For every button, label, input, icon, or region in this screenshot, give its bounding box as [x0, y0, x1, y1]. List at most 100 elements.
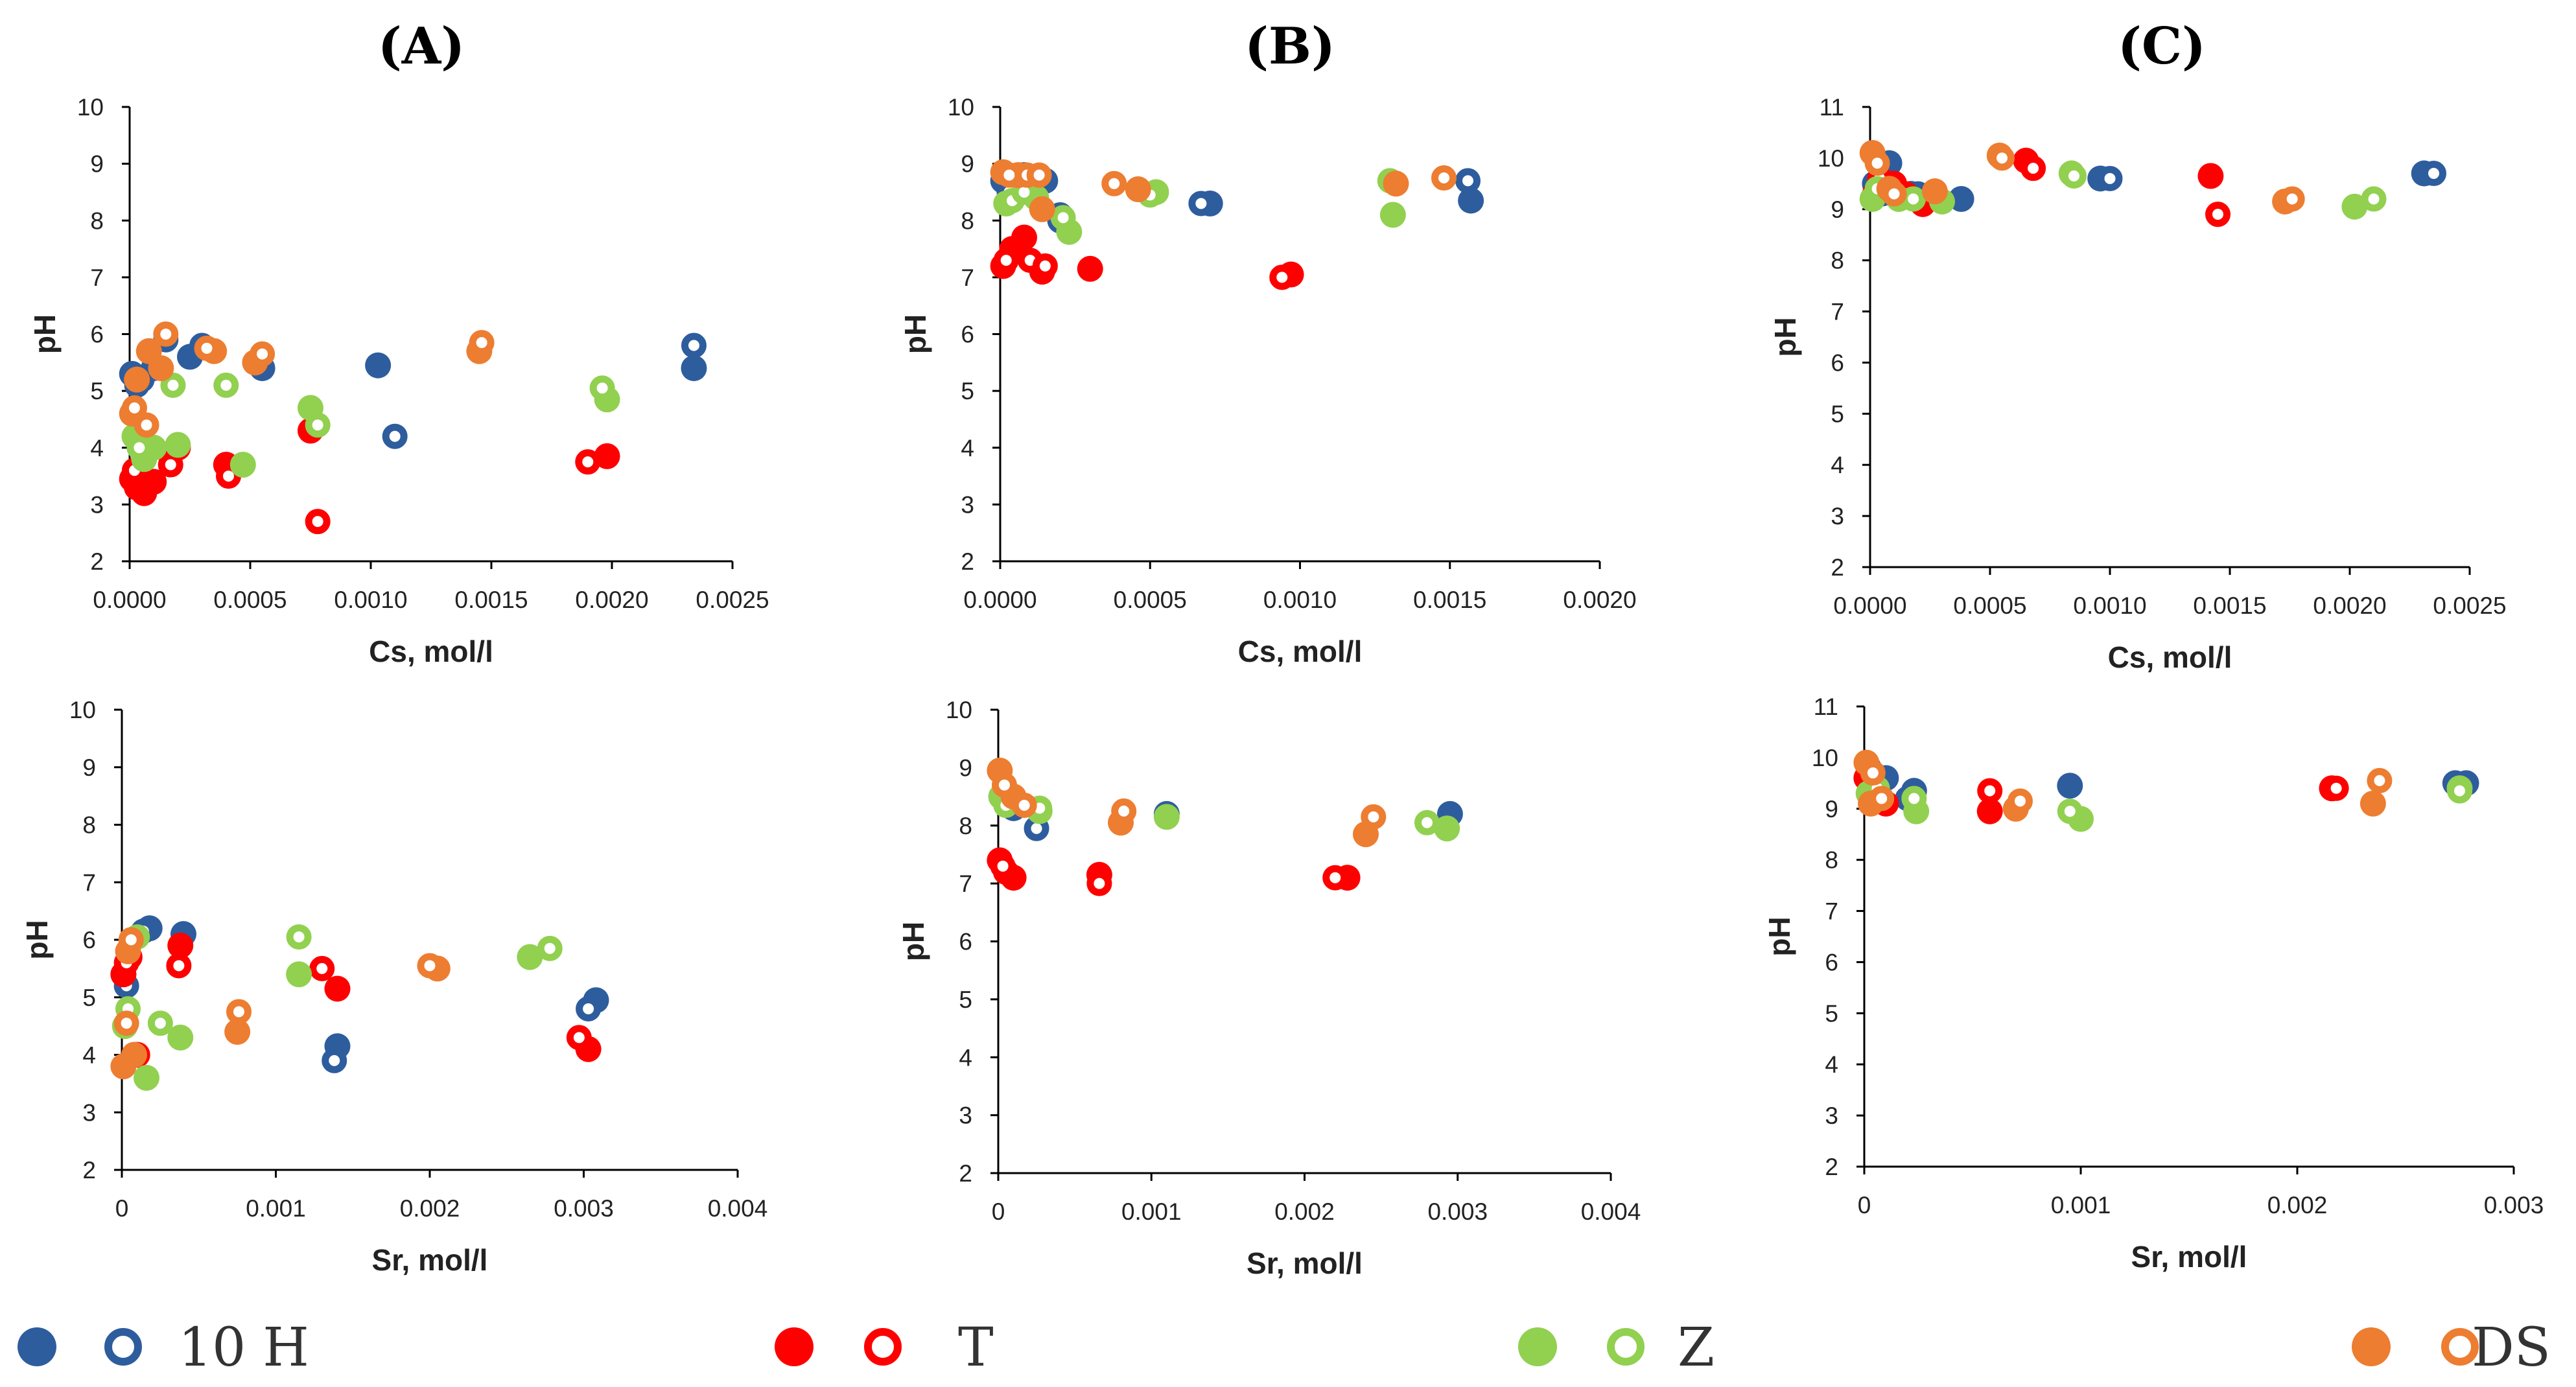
x-tick-label: 0.004: [1581, 1198, 1641, 1225]
y-tick-label: 7: [961, 264, 974, 291]
y-tick-label: 3: [90, 491, 104, 518]
y-tick-label: 4: [1825, 1051, 1838, 1078]
data-point-ds-open: [1881, 181, 1907, 207]
data-point-z-filled: [1153, 804, 1180, 830]
y-tick-label: 11: [1814, 694, 1838, 720]
y-tick-label: 6: [90, 321, 104, 348]
data-point-z-open: [2057, 798, 2083, 824]
data-point-10h-open: [1188, 191, 1214, 216]
legend: 10 H T Z DS: [18, 1317, 2551, 1379]
data-point-10h-filled: [2057, 773, 2083, 799]
x-tick-label: 0.0015: [454, 587, 528, 613]
y-tick-label: 2: [90, 548, 104, 575]
data-point-ds-filled: [1029, 196, 1055, 222]
x-tick-label: 0.003: [2484, 1192, 2544, 1218]
y-tick-label: 7: [90, 264, 104, 291]
y-tick-label: 10: [69, 697, 96, 723]
plot-A-sr: 2 3 4 5 6 7 8 9 10 0 0.001 0.002 0.003 0.004 Sr, mol/l…: [20, 697, 767, 1277]
data-point-t-open: [2020, 156, 2046, 181]
data-point-z-open: [589, 375, 615, 401]
y-axis-title: pH: [896, 922, 930, 961]
legend-label-10h: 10 H: [178, 1317, 309, 1379]
x-tick-label: 0.0025: [2433, 592, 2506, 619]
x-tick-label: 0.004: [708, 1195, 768, 1222]
y-tick-label: 5: [959, 986, 972, 1013]
data-point-ds-open: [1361, 804, 1387, 830]
plot-C-sr: 2 3 4 5 6 7 8 9 10 11 0 0.001 0.002 0.003 Sr, mol/l pH: [1762, 694, 2544, 1274]
data-point-z-filled: [517, 944, 543, 970]
x-axis-title: Cs, mol/l: [2108, 640, 2232, 674]
y-tick-label: 5: [961, 378, 974, 404]
data-point-z-open: [305, 412, 331, 438]
y-tick-label: 10: [1818, 145, 1844, 172]
plot-B-sr: 2 3 4 5 6 7 8 9 10 0 0.001 0.002 0.003 0.004 Sr, mol/l…: [896, 697, 1641, 1280]
y-tick-label: 4: [959, 1044, 972, 1071]
data-point-ds-open: [1989, 145, 2015, 171]
data-point-z-filled: [2341, 193, 2368, 220]
y-tick-label: 3: [961, 491, 974, 518]
data-point-t-open: [158, 452, 183, 478]
legend-label-z: Z: [1678, 1317, 1715, 1379]
data-point-ds-open: [1111, 798, 1137, 824]
data-point-ds-open: [2279, 186, 2305, 212]
data-point-t-open: [566, 1025, 592, 1051]
legend-marker-t-filled: [775, 1327, 814, 1366]
data-point-10h-open: [2097, 165, 2123, 191]
data-point-t-filled: [324, 975, 351, 1002]
data-point-ds-filled: [1921, 178, 1948, 205]
data-point-z-open: [213, 372, 239, 398]
data-point-10h-open: [576, 996, 602, 1021]
data-point-ds-filled: [148, 355, 174, 382]
data-point-ds-filled: [224, 1019, 251, 1045]
x-tick-label: 0.0010: [334, 587, 407, 613]
legend-marker-t-open: [864, 1328, 902, 1366]
y-tick-label: 8: [959, 813, 972, 839]
x-tick-label: 0: [992, 1198, 1005, 1225]
y-axis-title: pH: [20, 920, 54, 959]
panel-title-a: (A): [378, 17, 465, 76]
plot-C-cs: 2 3 4 5 6 7 8 9 10 11 0.0000 0.0005 0.0010 0.0015 0.00…: [1768, 94, 2507, 674]
y-tick-label: 7: [959, 870, 972, 897]
x-tick-label: 0.0005: [1953, 592, 2026, 619]
y-axis-title: pH: [898, 314, 932, 354]
y-tick-label: 9: [90, 151, 104, 178]
data-point-z-filled: [134, 1065, 159, 1091]
y-tick-label: 9: [82, 754, 96, 781]
data-point-ds-filled: [1383, 170, 1409, 197]
x-tick-label: 0: [1858, 1192, 1871, 1218]
x-tick-label: 0.0015: [1413, 587, 1486, 613]
x-axis-title: Sr, mol/l: [372, 1243, 488, 1277]
data-point-z-open: [126, 435, 152, 461]
data-point-z-open: [1414, 810, 1440, 835]
y-tick-label: 3: [959, 1102, 972, 1129]
y-tick-label: 6: [1825, 949, 1838, 975]
x-tick-label: 0.003: [1427, 1198, 1488, 1225]
x-tick-label: 0.0005: [213, 587, 287, 613]
y-tick-label: 4: [1831, 452, 1844, 478]
data-point-ds-open: [2007, 788, 2033, 814]
data-point-z-filled: [229, 452, 256, 478]
x-tick-label: 0.0025: [696, 587, 769, 613]
data-point-10h-open: [322, 1047, 347, 1073]
data-point-z-open: [1901, 786, 1927, 811]
y-tick-label: 3: [1825, 1102, 1838, 1129]
data-point-z-open: [2361, 186, 2387, 212]
data-point-t-filled: [1976, 798, 2003, 824]
data-point-t-open: [309, 955, 335, 981]
data-point-t-open: [1322, 865, 1348, 891]
data-point-t-filled: [167, 932, 194, 959]
data-point-ds-open: [1026, 162, 1052, 188]
legend-label-ds: DS: [2472, 1317, 2551, 1379]
legend-marker-z-open: [1607, 1328, 1645, 1366]
data-point-t-filled: [141, 469, 167, 495]
data-point-ds-open: [1869, 786, 1895, 811]
y-tick-label: 11: [1820, 94, 1844, 121]
data-point-10h-filled: [365, 352, 392, 379]
x-tick-label: 0.0015: [2193, 592, 2266, 619]
y-tick-label: 2: [82, 1157, 96, 1183]
y-tick-label: 2: [1825, 1154, 1838, 1180]
y-tick-label: 3: [82, 1099, 96, 1126]
